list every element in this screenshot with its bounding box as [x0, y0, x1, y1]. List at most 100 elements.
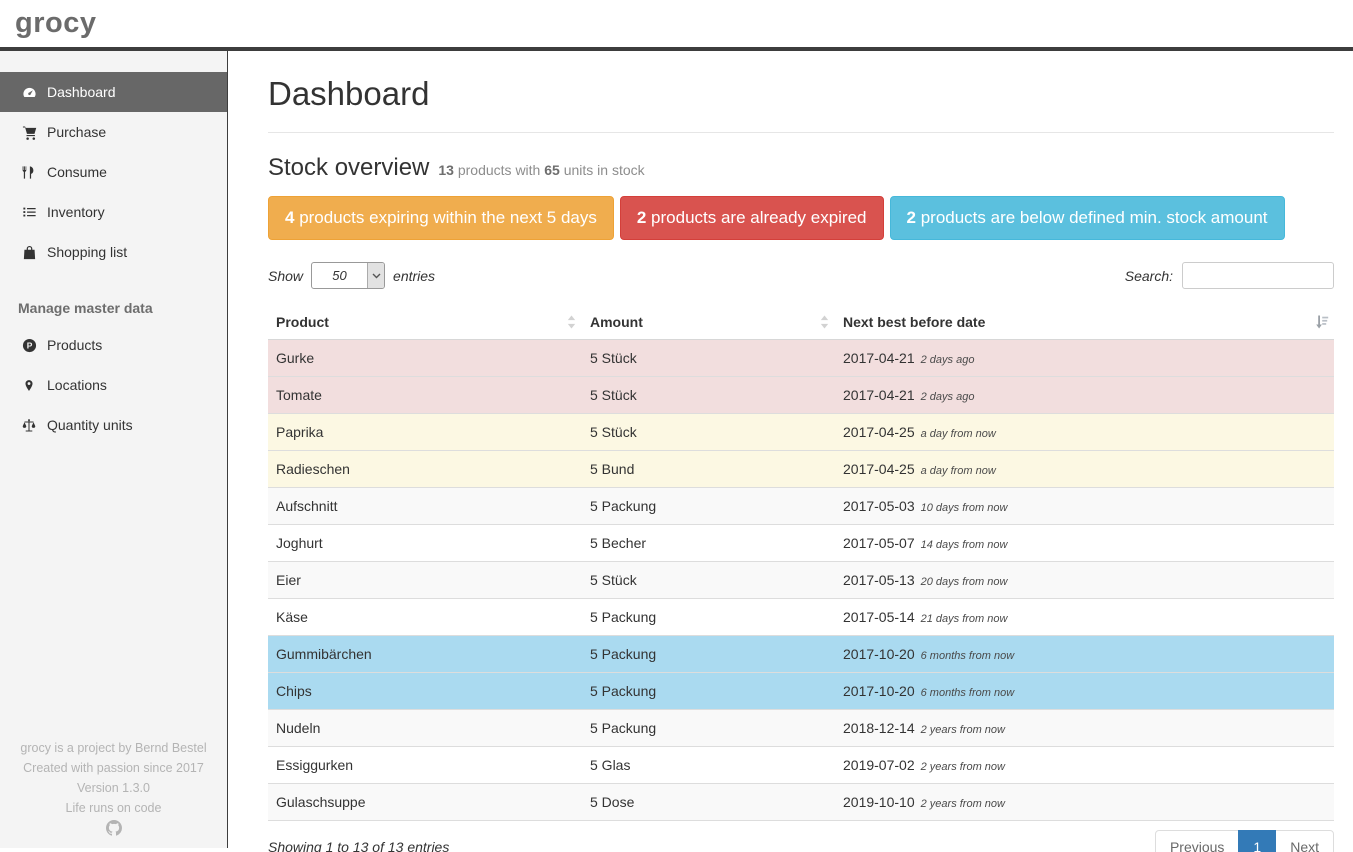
expiring-products-button[interactable]: 4 products expiring within the next 5 da…	[268, 196, 614, 240]
page-size-select[interactable]: 50	[311, 262, 386, 289]
column-header-amount[interactable]: Amount	[582, 304, 835, 340]
table-row: Joghurt 5 Becher 2017-05-07 14 days from no…	[268, 524, 1334, 562]
pagination-previous[interactable]: Previous	[1154, 830, 1240, 852]
column-header-best-before[interactable]: Next best before date	[835, 304, 1334, 340]
product-hunt-icon: P	[18, 338, 40, 353]
amount-cell: 5 Becher	[582, 524, 835, 562]
shopping-bag-icon	[18, 245, 40, 260]
alert-count: 2	[636, 208, 647, 227]
product-cell: Nudeln	[268, 709, 582, 747]
product-cell: Aufschnitt	[268, 487, 582, 525]
amount-cell: 5 Stück	[582, 376, 835, 414]
table-row: Aufschnitt 5 Packung 2017-05-03 10 days fro…	[268, 487, 1334, 525]
stock-table: Product Amount Next best before date	[268, 304, 1334, 821]
table-header-row: Product Amount Next best before date	[268, 304, 1334, 340]
table-row: Paprika 5 Stück 2017-04-25 a day from now	[268, 413, 1334, 451]
sort-icon	[566, 315, 577, 328]
pagination-next[interactable]: Next	[1275, 830, 1334, 852]
best-before-cell: 2017-04-21 2 days ago	[835, 339, 1334, 377]
amount-cell: 5 Packung	[582, 598, 835, 636]
pagination-page-1[interactable]: 1	[1238, 830, 1277, 852]
footer-line: grocy is a project by Bernd Bestel	[20, 741, 207, 755]
sidebar-item-inventory[interactable]: Inventory	[0, 192, 227, 232]
sidebar-nav-main: Dashboard Purchase Consume Inventory Shoppin…	[0, 72, 227, 272]
tachometer-icon	[18, 85, 40, 100]
title-divider	[268, 132, 1334, 133]
expired-products-button[interactable]: 2 products are already expired	[619, 196, 884, 240]
relative-time: 14 days from now	[920, 539, 1008, 551]
sort-icon	[819, 315, 830, 328]
stock-overview-heading: Stock overview	[268, 154, 430, 181]
product-cell: Chips	[268, 672, 582, 710]
sidebar-item-shopping-list[interactable]: Shopping list	[0, 232, 227, 272]
amount-cell: 5 Packung	[582, 487, 835, 525]
best-before-date: 2017-04-25	[843, 461, 915, 477]
footer-line: Version 1.3.0	[77, 781, 150, 795]
amount-cell: 5 Dose	[582, 783, 835, 821]
amount-cell: 5 Packung	[582, 672, 835, 710]
top-bar: grocy	[0, 0, 1353, 51]
search-input[interactable]	[1182, 262, 1334, 289]
sidebar-item-products[interactable]: P Products	[0, 325, 227, 365]
sidebar-item-label: Products	[47, 337, 103, 353]
relative-time: 2 years from now	[920, 761, 1005, 773]
table-row: Käse 5 Packung 2017-05-14 21 days from now	[268, 598, 1334, 636]
alert-text: products are below defined min. stock am…	[915, 208, 1268, 227]
best-before-cell: 2017-10-20 6 months from now	[835, 672, 1334, 710]
best-before-cell: 2017-04-25 a day from now	[835, 450, 1334, 488]
balance-scale-icon	[18, 418, 40, 433]
table-row: Radieschen 5 Bund 2017-04-25 a day from now	[268, 450, 1334, 488]
product-cell: Tomate	[268, 376, 582, 414]
best-before-cell: 2019-10-10 2 years from now	[835, 783, 1334, 821]
column-header-product[interactable]: Product	[268, 304, 582, 340]
relative-time: 21 days from now	[920, 613, 1008, 625]
best-before-date: 2019-07-02	[843, 757, 915, 773]
product-cell: Gulaschsuppe	[268, 783, 582, 821]
best-before-date: 2019-10-10	[843, 794, 915, 810]
stock-table-body: Gurke 5 Stück 2017-04-21 2 days ago Tomate 5 …	[268, 339, 1334, 821]
sidebar-item-quantity-units[interactable]: Quantity units	[0, 405, 227, 445]
amount-cell: 5 Stück	[582, 561, 835, 599]
best-before-date: 2018-12-14	[843, 720, 915, 736]
amount-cell: 5 Packung	[582, 709, 835, 747]
best-before-cell: 2017-04-21 2 days ago	[835, 376, 1334, 414]
table-row: Chips 5 Packung 2017-10-20 6 months from no…	[268, 672, 1334, 710]
sidebar-item-label: Quantity units	[47, 417, 133, 433]
best-before-cell: 2017-10-20 6 months from now	[835, 635, 1334, 673]
best-before-date: 2017-05-07	[843, 535, 915, 551]
search-label: Search:	[1124, 267, 1173, 284]
product-cell: Gummibärchen	[268, 635, 582, 673]
sidebar-item-dashboard[interactable]: Dashboard	[0, 72, 227, 112]
amount-cell: 5 Packung	[582, 635, 835, 673]
relative-time: 20 days from now	[920, 576, 1008, 588]
column-label: Next best before date	[843, 314, 986, 330]
below-min-stock-button[interactable]: 2 products are below defined min. stock …	[889, 196, 1285, 240]
best-before-date: 2017-04-21	[843, 350, 915, 366]
footer-line: Created with passion since 2017	[23, 761, 204, 775]
github-icon[interactable]	[105, 820, 122, 842]
alert-text: products expiring within the next 5 days	[294, 208, 597, 227]
product-cell: Paprika	[268, 413, 582, 451]
product-cell: Käse	[268, 598, 582, 636]
sidebar-item-label: Consume	[47, 164, 107, 180]
list-icon	[18, 205, 40, 219]
sidebar-item-purchase[interactable]: Purchase	[0, 112, 227, 152]
best-before-date: 2017-04-21	[843, 387, 915, 403]
sidebar-item-consume[interactable]: Consume	[0, 152, 227, 192]
svg-text:P: P	[26, 340, 32, 350]
best-before-date: 2017-05-14	[843, 609, 915, 625]
main-content: Dashboard Stock overview 13 products wit…	[228, 51, 1353, 852]
relative-time: 6 months from now	[920, 687, 1015, 699]
units-count: 65	[544, 162, 560, 178]
sidebar-item-locations[interactable]: Locations	[0, 365, 227, 405]
best-before-cell: 2019-07-02 2 years from now	[835, 746, 1334, 784]
relative-time: 10 days from now	[920, 502, 1008, 514]
alert-text: products are already expired	[646, 208, 867, 227]
best-before-date: 2017-05-13	[843, 572, 915, 588]
summary-text: products with	[453, 162, 545, 178]
relative-time: 6 months from now	[920, 650, 1015, 662]
pagination: Previous 1 Next	[1154, 830, 1334, 852]
table-info: Showing 1 to 13 of 13 entries	[268, 839, 450, 852]
shopping-cart-icon	[18, 125, 40, 140]
relative-time: 2 years from now	[920, 798, 1005, 810]
